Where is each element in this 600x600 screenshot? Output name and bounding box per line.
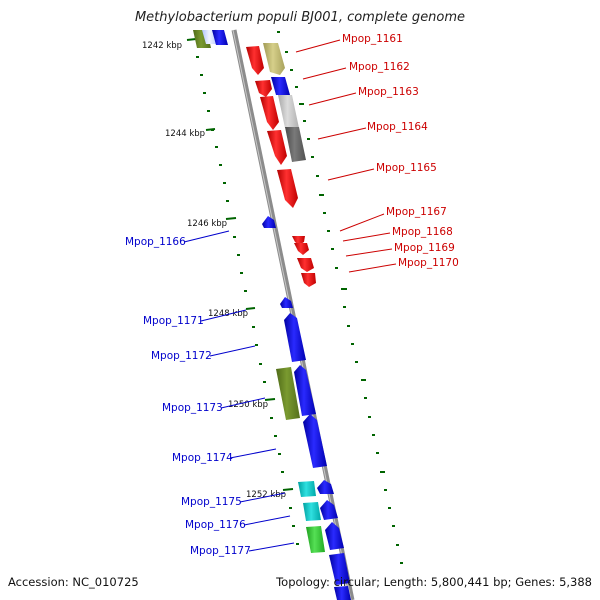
reverse-cds [262,216,276,228]
light-gray-feature [278,95,299,128]
gene-label-reverse[interactable]: Mpop_1172 [151,350,212,362]
tick-label: 1246 kbp [187,219,227,229]
tick-label: 1250 kbp [228,400,268,410]
gene-label-reverse[interactable]: Mpop_1174 [172,452,233,464]
forward-cds [246,46,264,75]
dark-gray-feature [285,127,306,162]
gene-label-forward[interactable]: Mpop_1165 [376,162,437,174]
gene-label-forward[interactable]: Mpop_1162 [349,61,410,73]
reverse-cds [284,313,306,362]
forward-cds [292,236,305,245]
reverse-callouts [183,230,295,552]
forward-cds [255,80,272,97]
gene-label-forward[interactable]: Mpop_1170 [398,257,459,269]
gene-label-reverse[interactable]: Mpop_1171 [143,315,204,327]
inner-tick-ring [196,56,299,545]
forward-cds [294,243,309,255]
forward-cds [297,258,314,272]
map-title: Methylobacterium populi BJ001, complete … [134,10,466,25]
reverse-cds-top [212,30,228,45]
blue-feature-small [271,77,290,95]
outer-tick-ring [277,31,403,564]
khaki-feature [263,43,285,75]
cyan-feature [298,481,316,497]
gene-label-forward[interactable]: Mpop_1163 [358,86,419,98]
reverse-cds [320,500,338,520]
reverse-cds [317,480,334,494]
green-feature [306,526,325,553]
forward-cds [301,273,316,287]
gene-label-reverse[interactable]: Mpop_1177 [190,545,251,557]
reverse-cds [303,414,327,468]
tick-label: 1252 kbp [246,490,286,500]
cyan-feature [303,502,321,521]
reverse-cds [334,586,351,600]
accession-label: Accession: NC_010725 [8,575,139,589]
gene-label-forward[interactable]: Mpop_1167 [386,206,447,218]
tick-label: 1244 kbp [165,129,205,139]
reverse-cds [325,522,344,550]
gene-label-forward[interactable]: Mpop_1169 [394,242,455,254]
gene-label-forward[interactable]: Mpop_1168 [392,226,453,238]
forward-cds [277,169,298,208]
genome-summary: Topology: circular; Length: 5,800,441 bp… [276,575,592,589]
olive-feature [276,367,300,420]
gene-label-forward[interactable]: Mpop_1161 [342,33,403,45]
reverse-cds [294,365,316,416]
gene-label-reverse[interactable]: Mpop_1176 [185,519,246,531]
gene-label-reverse[interactable]: Mpop_1173 [162,402,223,414]
forward-cds [260,96,279,130]
reverse-cds [280,297,293,308]
forward-callouts [295,39,397,273]
reverse-cds [329,553,350,585]
gene-label-reverse[interactable]: Mpop_1166 [125,236,186,248]
major-ticks [186,38,294,491]
tick-label: 1242 kbp [142,41,182,51]
gene-label-reverse[interactable]: Mpop_1175 [181,496,242,508]
gene-label-forward[interactable]: Mpop_1164 [367,121,428,133]
forward-cds [267,130,287,165]
